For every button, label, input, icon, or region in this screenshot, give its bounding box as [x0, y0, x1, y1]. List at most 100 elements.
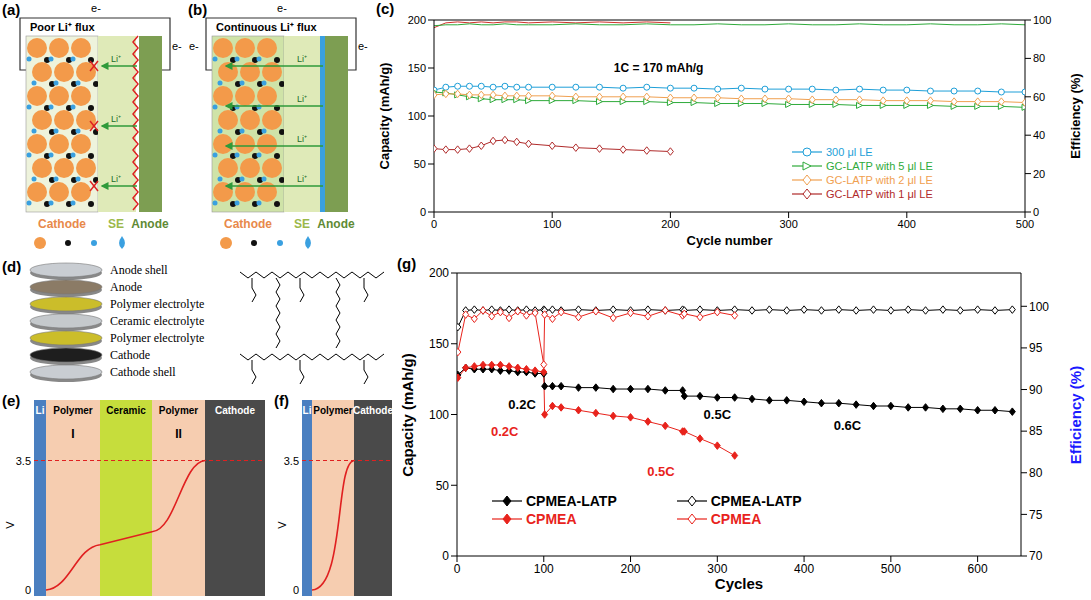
svg-text:Li⁺: Li⁺ — [297, 54, 307, 64]
svg-text:Li⁺: Li⁺ — [111, 174, 121, 184]
svg-text:3.5: 3.5 — [16, 455, 31, 467]
html-text:Cycle number: Cycle number — [686, 232, 773, 248]
svg-text:Li: Li — [303, 405, 312, 416]
svg-text:400: 400 — [898, 218, 916, 230]
svg-text:0: 0 — [293, 584, 299, 596]
svg-text:200: 200 — [621, 562, 641, 576]
svg-text:50: 50 — [436, 479, 450, 493]
svg-text:Li: Li — [36, 405, 45, 416]
svg-text:500: 500 — [1016, 218, 1034, 230]
svg-text:e-: e- — [172, 40, 182, 52]
svg-text:200: 200 — [661, 218, 679, 230]
svg-text:Cathode: Cathode — [215, 405, 255, 416]
svg-text:Li⁺: Li⁺ — [297, 94, 307, 104]
svg-text:Polymer: Polymer — [159, 405, 199, 416]
svg-text:Poor Li⁺ flux: Poor Li⁺ flux — [30, 21, 95, 33]
svg-text:60: 60 — [1033, 91, 1045, 103]
svg-text:Continuous Li⁺ flux: Continuous Li⁺ flux — [216, 21, 317, 33]
svg-text:Ceramic: Ceramic — [106, 405, 146, 416]
svg-text:Cathode: Cathode — [224, 217, 272, 231]
svg-text:SE: SE — [108, 217, 124, 231]
svg-text:Li⁺: Li⁺ — [111, 54, 121, 64]
svg-text:3.5: 3.5 — [284, 455, 299, 467]
svg-text:Li⁺: Li⁺ — [111, 114, 121, 124]
svg-text:85: 85 — [1029, 424, 1043, 438]
svg-text:400: 400 — [794, 562, 814, 576]
svg-text:70: 70 — [1029, 549, 1043, 563]
svg-text:V: V — [4, 521, 16, 529]
svg-text:Cathode: Cathode — [38, 217, 86, 231]
svg-text:80: 80 — [1033, 52, 1045, 64]
svg-text:Anode: Anode — [110, 280, 142, 294]
svg-text:0: 0 — [431, 218, 437, 230]
svg-text:Cathode shell: Cathode shell — [110, 365, 176, 379]
svg-text:90: 90 — [1029, 383, 1043, 397]
html-text:Capacity (mAh/g): Capacity (mAh/g) — [398, 352, 416, 477]
svg-text:Anode shell: Anode shell — [110, 263, 168, 277]
svg-text:Anode: Anode — [131, 217, 169, 231]
svg-text:500: 500 — [881, 562, 901, 576]
svg-text:300: 300 — [707, 562, 727, 576]
svg-text:95: 95 — [1029, 341, 1043, 355]
html-text:(g): (g) — [397, 255, 417, 272]
svg-text:100: 100 — [1033, 14, 1051, 26]
svg-text:e-: e- — [277, 2, 287, 14]
svg-text:200: 200 — [429, 266, 449, 280]
svg-text:50: 50 — [414, 158, 426, 170]
svg-text:0.2C: 0.2C — [508, 397, 536, 412]
svg-text:Polymer electrolyte: Polymer electrolyte — [110, 331, 204, 345]
svg-text:SE: SE — [294, 217, 310, 231]
svg-text:100: 100 — [543, 218, 561, 230]
svg-text:100: 100 — [408, 110, 426, 122]
svg-text:0: 0 — [420, 206, 426, 218]
svg-text:I: I — [71, 427, 74, 441]
html-text:Efficiency (%): Efficiency (%) — [1066, 365, 1084, 464]
svg-text:150: 150 — [429, 337, 449, 351]
svg-text:100: 100 — [1029, 300, 1049, 314]
svg-text:Cathode: Cathode — [110, 348, 150, 362]
svg-text:0: 0 — [1033, 206, 1039, 218]
html-text:CPMEA-LATP: CPMEA-LATP — [526, 493, 617, 509]
svg-text:40: 40 — [1033, 129, 1045, 141]
svg-text:600: 600 — [968, 562, 988, 576]
html-text:Capacity (mAh/g): Capacity (mAh/g) — [376, 62, 392, 170]
svg-text:Polymer electrolyte: Polymer electrolyte — [110, 297, 204, 311]
svg-text:V: V — [276, 521, 288, 529]
svg-text:II: II — [175, 427, 182, 441]
svg-text:20: 20 — [1033, 168, 1045, 180]
svg-text:Polymer: Polymer — [313, 405, 353, 416]
svg-text:200: 200 — [408, 14, 426, 26]
svg-text:e-: e- — [189, 40, 199, 52]
svg-text:Polymer: Polymer — [53, 405, 93, 416]
svg-text:(d): (d) — [2, 258, 21, 275]
svg-text:0: 0 — [454, 562, 461, 576]
svg-text:80: 80 — [1029, 466, 1043, 480]
html-text:Efficiency (%): Efficiency (%) — [1067, 73, 1083, 159]
svg-text:0.5C: 0.5C — [647, 464, 675, 479]
svg-text:0: 0 — [442, 549, 449, 563]
html-text:(c): (c) — [376, 0, 395, 17]
svg-text:(a): (a) — [2, 1, 20, 18]
html-text:Cycles: Cycles — [714, 574, 764, 592]
svg-text:e-: e- — [91, 2, 101, 14]
svg-text:300: 300 — [779, 218, 797, 230]
svg-text:0.5C: 0.5C — [704, 407, 732, 422]
svg-text:0.6C: 0.6C — [834, 418, 862, 433]
svg-text:(f): (f) — [274, 392, 289, 409]
svg-text:(e): (e) — [2, 392, 20, 409]
svg-text:100: 100 — [534, 562, 554, 576]
svg-text:0: 0 — [25, 584, 31, 596]
svg-text:1C = 170 mAh/g: 1C = 170 mAh/g — [614, 61, 704, 75]
svg-text:100: 100 — [429, 408, 449, 422]
svg-text:(b): (b) — [188, 1, 207, 18]
svg-text:e-: e- — [358, 40, 368, 52]
svg-text:Cathode: Cathode — [353, 405, 393, 416]
svg-text:150: 150 — [408, 62, 426, 74]
svg-text:Ceramic electrolyte: Ceramic electrolyte — [110, 314, 204, 328]
svg-text:Li⁺: Li⁺ — [297, 174, 307, 184]
svg-text:75: 75 — [1029, 508, 1043, 522]
svg-text:0.2C: 0.2C — [491, 424, 519, 439]
html-text:CPMEA-LATP: CPMEA-LATP — [710, 493, 802, 509]
svg-text:Li⁺: Li⁺ — [297, 134, 307, 144]
svg-text:Anode: Anode — [317, 217, 355, 231]
